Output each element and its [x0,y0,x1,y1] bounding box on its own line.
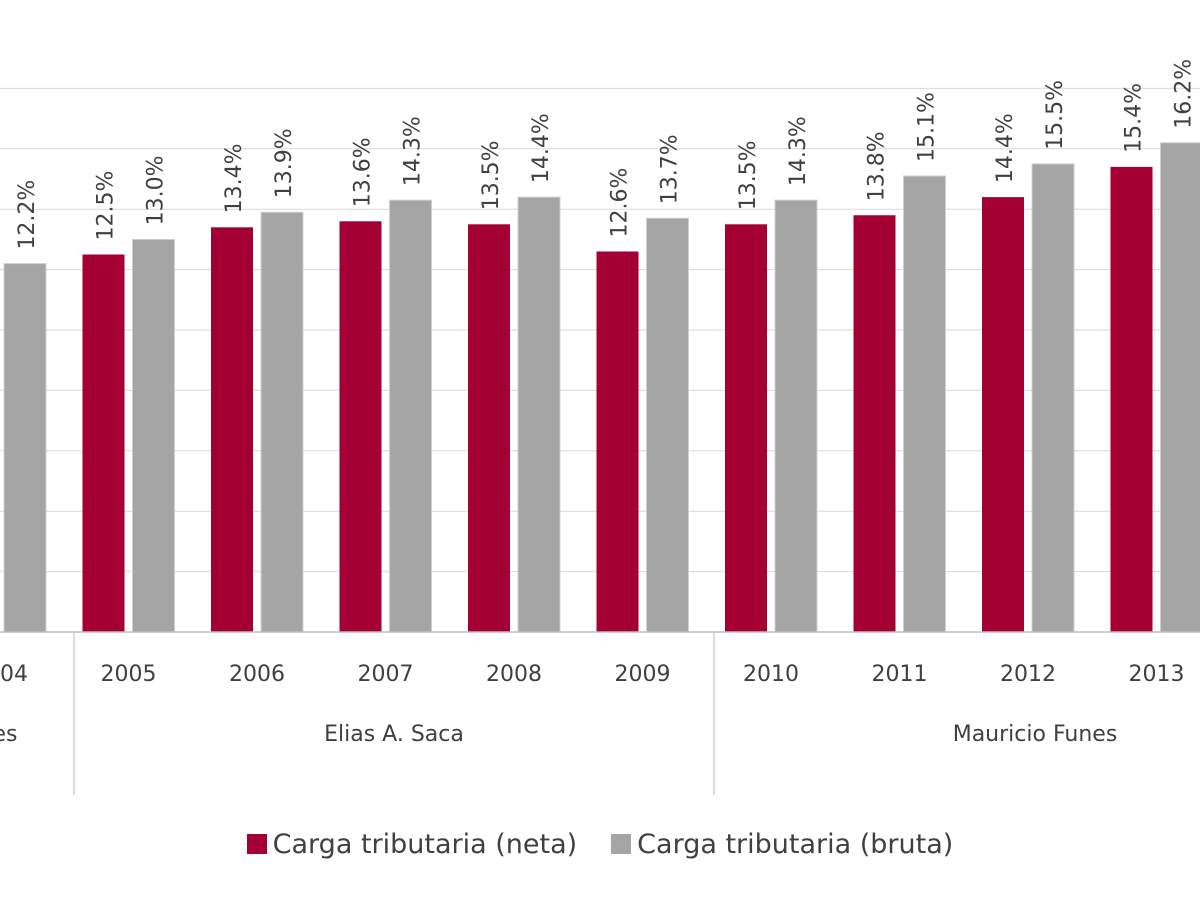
data-label: 14.3% [786,116,811,186]
bars [3,142,1200,633]
legend-swatch-neta [246,834,267,854]
legend-swatch-bruta [611,834,632,854]
group-label: Mauricio Funes [953,722,1118,747]
data-label: 16.2% [1172,59,1197,129]
category-labels: 2004 2005 2006 2007 2008 2009 2010 2011 2012 2013 [0,662,1185,687]
data-label: 14.4% [529,113,554,183]
bar-neta [82,254,125,632]
category-label: 2013 [1129,662,1185,687]
data-label: 13.5% [736,140,761,210]
category-label: 2006 [229,662,285,687]
bar-bruta [389,199,432,633]
category-axis [0,631,1200,795]
category-label: 2007 [358,662,414,687]
legend: Carga tributaria (neta) Carga tributaria… [0,822,1200,866]
category-label: 2008 [486,662,542,687]
category-label: 2009 [615,662,671,687]
legend-label-bruta: Carga tributaria (bruta) [637,828,954,860]
data-label: 12.5% [94,171,119,241]
category-label: 2012 [1000,662,1056,687]
bar-bruta [260,211,304,633]
data-label: 13.0% [144,156,169,226]
bar-neta [211,227,253,632]
bar-bruta [3,263,47,633]
category-label: 2011 [872,662,928,687]
bar-neta [1110,166,1153,633]
category-label: 2010 [743,662,799,687]
bar-bruta [903,175,946,633]
data-label: 12.6% [608,168,633,238]
legend-item-bruta: Carga tributaria (bruta) [611,829,953,860]
value-labels: 12.2% 12.5% 13.0% 13.4% 13.9% 13.6% 14.3% 13.5%… [15,59,1197,250]
tax-burden-chart: 12.2% 12.5% 13.0% 13.4% 13.9% 13.6% 14.3% 13.5%… [0,59,1200,795]
data-label: 15.5% [1043,80,1068,150]
bar-bruta [1031,163,1075,633]
data-label: 13.6% [351,137,376,207]
data-label: 14.4% [993,113,1018,183]
data-label: 13.5% [479,140,504,210]
data-label: 14.3% [401,116,426,186]
category-label: 2004 [0,662,28,687]
data-label: 13.4% [222,143,247,213]
bar-bruta [1160,142,1200,633]
legend-item-neta: Carga tributaria (neta) [246,828,578,860]
data-label: 12.2% [15,180,40,250]
group-labels: ores Elias A. Saca Mauricio Funes [0,722,1117,747]
data-label: 13.9% [272,128,297,198]
bar-neta [725,224,767,633]
group-label: ores [0,722,18,747]
bar-neta [596,251,639,633]
bar-bruta [774,199,818,633]
group-label: Elias A. Saca [324,722,464,747]
bar-bruta [646,217,689,633]
bar-neta [468,224,510,633]
bar-bruta [132,238,175,633]
data-label: 13.8% [865,131,890,201]
data-label: 13.7% [658,134,683,204]
bar-neta [339,221,382,632]
data-label: 15.1% [915,92,940,162]
data-label: 15.4% [1122,83,1147,153]
bar-neta [853,215,896,633]
legend-label-neta: Carga tributaria (neta) [272,828,578,860]
bar-neta [982,197,1024,632]
bar-bruta [517,196,561,633]
category-label: 2005 [101,662,157,687]
